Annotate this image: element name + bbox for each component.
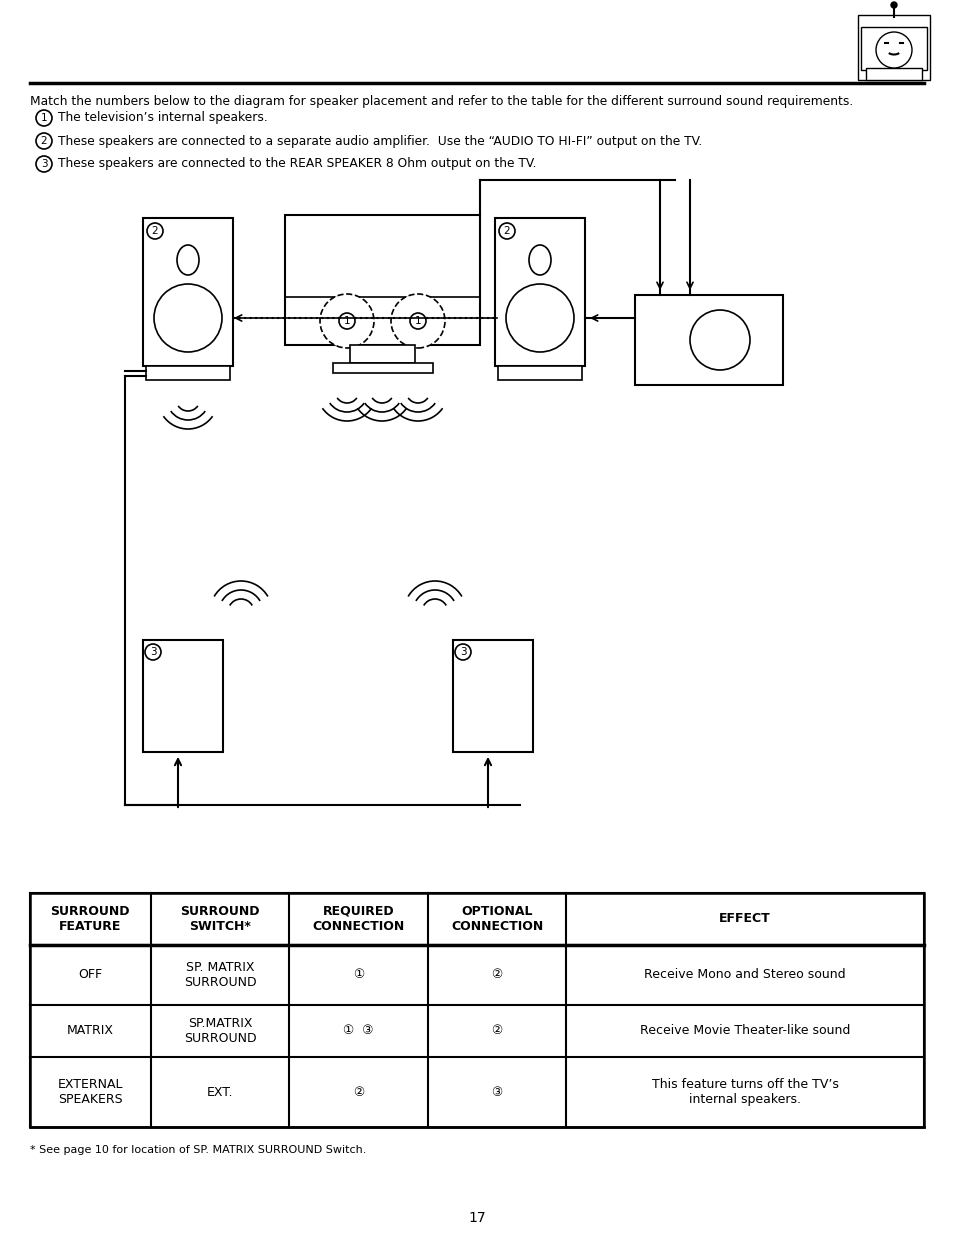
- Text: ②: ②: [491, 968, 502, 982]
- Text: 1: 1: [343, 316, 350, 326]
- Bar: [857, 15, 929, 80]
- Text: MATRIX: MATRIX: [67, 1025, 113, 1037]
- Bar: [497, 366, 581, 380]
- Circle shape: [153, 284, 222, 352]
- Text: OFF: OFF: [78, 968, 102, 982]
- Circle shape: [391, 294, 444, 348]
- Ellipse shape: [177, 245, 199, 275]
- Bar: [350, 345, 415, 363]
- Bar: [143, 219, 233, 366]
- Text: 2: 2: [152, 226, 158, 236]
- Text: REQUIRED
CONNECTION: REQUIRED CONNECTION: [312, 905, 404, 932]
- Text: 17: 17: [468, 1212, 485, 1225]
- Bar: [146, 366, 230, 380]
- Circle shape: [36, 110, 52, 126]
- Text: SP.MATRIX
SURROUND: SP.MATRIX SURROUND: [184, 1016, 256, 1045]
- Text: ②: ②: [353, 1086, 364, 1098]
- Bar: [143, 640, 223, 752]
- Text: 2: 2: [41, 136, 48, 146]
- Text: 3: 3: [459, 647, 466, 657]
- Circle shape: [36, 156, 52, 172]
- Text: 1: 1: [415, 316, 421, 326]
- Text: This feature turns off the TV’s
internal speakers.: This feature turns off the TV’s internal…: [651, 1078, 838, 1107]
- Text: Receive Mono and Stereo sound: Receive Mono and Stereo sound: [643, 968, 845, 982]
- Text: EXT.: EXT.: [207, 1086, 233, 1098]
- Text: EXTERNAL
SPEAKERS: EXTERNAL SPEAKERS: [57, 1078, 123, 1107]
- Text: ①: ①: [353, 968, 364, 982]
- Text: OPTIONAL
CONNECTION: OPTIONAL CONNECTION: [451, 905, 542, 932]
- Text: Receive Movie Theater-like sound: Receive Movie Theater-like sound: [639, 1025, 849, 1037]
- Text: 1: 1: [41, 112, 48, 124]
- Bar: [333, 363, 433, 373]
- Circle shape: [36, 133, 52, 149]
- Text: 3: 3: [41, 159, 48, 169]
- Text: These speakers are connected to a separate audio amplifier.  Use the “AUDIO TO H: These speakers are connected to a separa…: [58, 135, 701, 147]
- Text: Match the numbers below to the diagram for speaker placement and refer to the ta: Match the numbers below to the diagram f…: [30, 95, 852, 107]
- Text: * See page 10 for location of SP. MATRIX SURROUND Switch.: * See page 10 for location of SP. MATRIX…: [30, 1145, 366, 1155]
- Bar: [30, 893, 923, 1128]
- Text: The television’s internal speakers.: The television’s internal speakers.: [58, 111, 268, 125]
- Text: SP. MATRIX
SURROUND: SP. MATRIX SURROUND: [184, 961, 256, 989]
- Text: SURROUND
SWITCH*: SURROUND SWITCH*: [180, 905, 259, 932]
- Bar: [285, 215, 479, 345]
- Text: SURROUND
FEATURE: SURROUND FEATURE: [51, 905, 130, 932]
- Bar: [495, 219, 584, 366]
- Bar: [635, 295, 782, 385]
- Text: 2: 2: [503, 226, 510, 236]
- Circle shape: [875, 32, 911, 68]
- Circle shape: [145, 643, 161, 659]
- Circle shape: [498, 224, 515, 240]
- Bar: [861, 27, 926, 70]
- Circle shape: [689, 310, 749, 370]
- Text: ①  ③: ① ③: [343, 1025, 374, 1037]
- Text: EFFECT: EFFECT: [719, 913, 770, 925]
- Circle shape: [455, 643, 471, 659]
- Text: ③: ③: [491, 1086, 502, 1098]
- Circle shape: [890, 2, 896, 7]
- Text: These speakers are connected to the REAR SPEAKER 8 Ohm output on the TV.: These speakers are connected to the REAR…: [58, 158, 536, 170]
- Text: 3: 3: [150, 647, 156, 657]
- Ellipse shape: [529, 245, 551, 275]
- Circle shape: [147, 224, 163, 240]
- Circle shape: [338, 312, 355, 329]
- Text: ②: ②: [491, 1025, 502, 1037]
- Bar: [30, 893, 923, 1128]
- Bar: [865, 68, 921, 80]
- Circle shape: [319, 294, 374, 348]
- Circle shape: [410, 312, 426, 329]
- Bar: [453, 640, 533, 752]
- Circle shape: [505, 284, 574, 352]
